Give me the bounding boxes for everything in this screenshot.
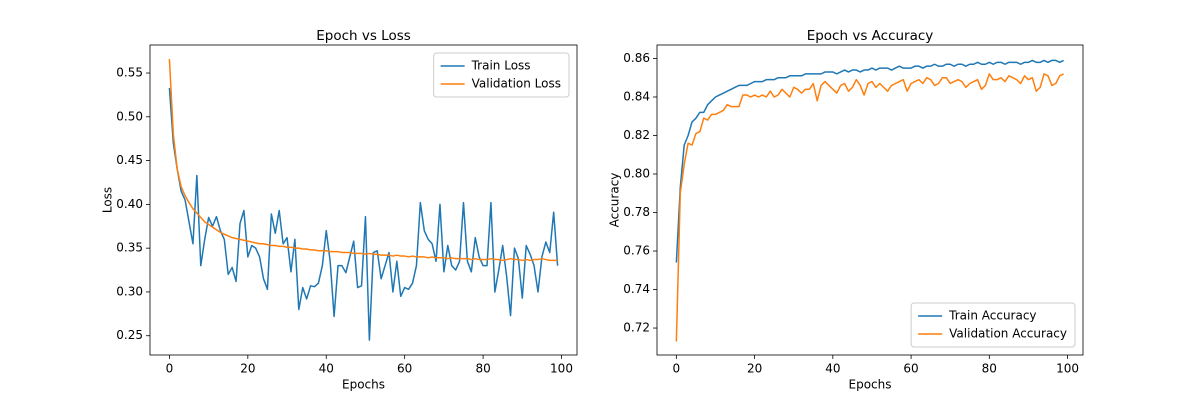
y-tick-label: 0.86 bbox=[623, 51, 650, 65]
y-tick-label: 0.40 bbox=[116, 197, 143, 211]
x-tick-label: 20 bbox=[747, 362, 762, 376]
legend-label: Train Accuracy bbox=[948, 309, 1036, 323]
axes-frame bbox=[656, 44, 1084, 356]
x-tick-label: 40 bbox=[319, 362, 334, 376]
x-tick-label: 0 bbox=[673, 362, 681, 376]
x-tick-label: 80 bbox=[475, 362, 490, 376]
chart-title: Epoch vs Accuracy bbox=[807, 28, 934, 44]
chart-title: Epoch vs Loss bbox=[316, 28, 411, 44]
legend: Train Loss Validation Loss bbox=[433, 52, 570, 98]
legend-label: Validation Loss bbox=[472, 77, 561, 91]
x-tick-label: 0 bbox=[166, 362, 174, 376]
subplot: 0 20 40 60 80 100 0.25 0.30 0.35 0.40 0.45 0.50 0.55… bbox=[101, 28, 578, 392]
y-tick-label: 0.30 bbox=[116, 284, 143, 298]
axes-frame bbox=[149, 44, 578, 356]
y-tick-label: 0.50 bbox=[116, 109, 143, 123]
x-tick-label: 20 bbox=[240, 362, 255, 376]
series-line bbox=[675, 59, 1064, 263]
legend-label: Train Loss bbox=[471, 59, 531, 73]
y-tick-label: 0.45 bbox=[116, 153, 143, 167]
x-axis-label: Epochs bbox=[849, 378, 892, 392]
x-tick-label: 40 bbox=[825, 362, 840, 376]
y-tick-label: 0.78 bbox=[623, 205, 650, 219]
x-tick-label: 100 bbox=[550, 362, 573, 376]
y-tick-label: 0.55 bbox=[116, 66, 143, 80]
y-axis-label: Loss bbox=[101, 187, 115, 213]
y-axis-label: Accuracy bbox=[608, 173, 622, 228]
legend-label: Validation Accuracy bbox=[949, 327, 1067, 341]
legend-box bbox=[433, 52, 570, 98]
y-tick-label: 0.74 bbox=[623, 282, 650, 296]
series-line bbox=[168, 87, 559, 341]
legend-box bbox=[910, 302, 1076, 348]
y-tick-label: 0.82 bbox=[623, 128, 650, 142]
y-tick-label: 0.76 bbox=[623, 244, 650, 258]
series-line bbox=[675, 73, 1064, 342]
y-tick-label: 0.80 bbox=[623, 167, 650, 181]
y-tick-label: 0.25 bbox=[116, 328, 143, 342]
subplot: 0 20 40 60 80 100 0.72 0.74 0.76 0.78 0.80 0.82 0.84… bbox=[608, 28, 1084, 392]
y-tick-label: 0.72 bbox=[623, 321, 650, 335]
legend: Train Accuracy Validation Accuracy bbox=[910, 302, 1076, 348]
x-tick-label: 100 bbox=[1056, 362, 1079, 376]
y-tick-label: 0.35 bbox=[116, 241, 143, 255]
series-line bbox=[168, 58, 558, 262]
x-tick-label: 60 bbox=[397, 362, 412, 376]
y-tick-label: 0.84 bbox=[623, 89, 650, 103]
x-tick-label: 60 bbox=[903, 362, 918, 376]
x-axis-label: Epochs bbox=[342, 378, 385, 392]
x-tick-label: 80 bbox=[982, 362, 997, 376]
